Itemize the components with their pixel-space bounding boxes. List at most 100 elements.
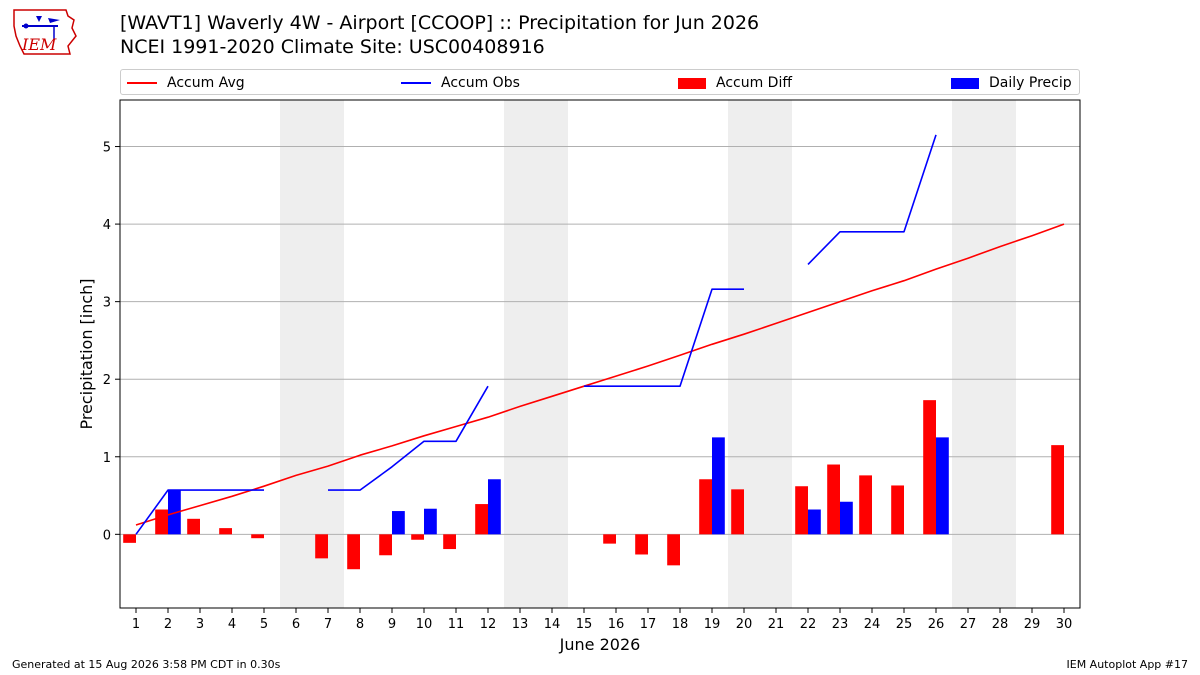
- legend-label-accum-diff: Accum Diff: [716, 75, 793, 91]
- bar-accum-diff-5: [251, 534, 264, 539]
- chart-title: [WAVT1] Waverly 4W - Airport [CCOOP] :: …: [120, 12, 760, 34]
- iem-logo: IEM: [13, 9, 77, 55]
- x-tick-label-18: 18: [672, 617, 689, 632]
- bar-accum-diff-26: [923, 400, 936, 535]
- legend-item-accum-avg: Accum Avg: [127, 73, 245, 93]
- legend: Accum Avg Accum Obs Accum Diff Daily Pre…: [120, 69, 1080, 95]
- x-tick-label-28: 28: [992, 617, 1009, 632]
- plot-frame: [119, 99, 1081, 609]
- x-tick-label-13: 13: [512, 617, 529, 632]
- bar-accum-diff-3: [187, 518, 200, 535]
- weekend-band-28: [984, 100, 1016, 608]
- x-axis-label: June 2026: [559, 635, 641, 654]
- series-lines: [135, 134, 1065, 535]
- bar-daily-precip-22: [808, 509, 821, 535]
- legend-item-daily-precip: Daily Precip: [951, 73, 1072, 93]
- footer-app: IEM Autoplot App #17: [1066, 658, 1189, 671]
- weekend-shading: [280, 100, 1016, 608]
- x-tick-label-29: 29: [1024, 617, 1041, 632]
- line-accum-obs-segment-1: [135, 489, 264, 535]
- x-tick-label-3: 3: [196, 617, 204, 632]
- weekend-band-27: [952, 100, 984, 608]
- legend-label-accum-avg: Accum Avg: [167, 75, 245, 91]
- x-tick-label-8: 8: [356, 617, 364, 632]
- weekend-band-7: [312, 100, 344, 608]
- bar-daily-precip-12: [488, 479, 501, 535]
- x-tick-label-27: 27: [960, 617, 977, 632]
- x-tick-label-26: 26: [928, 617, 945, 632]
- chart-subtitle: NCEI 1991-2020 Climate Site: USC00408916: [120, 36, 545, 58]
- bar-accum-diff-16: [603, 534, 616, 544]
- line-accum-obs-segment-3: [584, 288, 744, 388]
- bar-daily-precip-10: [424, 508, 437, 535]
- bar-accum-diff-24: [859, 475, 872, 535]
- footer-generated: Generated at 15 Aug 2026 3:58 PM CDT in …: [12, 658, 281, 671]
- x-tick-label-2: 2: [164, 617, 172, 632]
- x-tick-label-7: 7: [324, 617, 332, 632]
- bar-accum-diff-20: [731, 489, 744, 535]
- legend-label-accum-obs: Accum Obs: [441, 75, 520, 91]
- bar-daily-precip-19: [712, 437, 725, 535]
- y-tick-label-2: 2: [103, 373, 111, 388]
- bar-accum-diff-18: [667, 534, 680, 566]
- x-tick-label-23: 23: [832, 617, 849, 632]
- x-tick-label-21: 21: [768, 617, 785, 632]
- x-tick-label-10: 10: [416, 617, 433, 632]
- x-tick-label-19: 19: [704, 617, 721, 632]
- x-tick-label-6: 6: [292, 617, 300, 632]
- bar-daily-precip-9: [392, 511, 405, 535]
- legend-label-daily-precip: Daily Precip: [989, 75, 1072, 91]
- x-tick-label-4: 4: [228, 617, 236, 632]
- bar-accum-diff-9: [379, 534, 392, 556]
- weekend-band-21: [760, 100, 792, 608]
- legend-item-accum-diff: Accum Diff: [678, 73, 792, 93]
- weekend-band-13: [504, 100, 536, 608]
- x-tick-label-9: 9: [388, 617, 396, 632]
- legend-item-accum-obs: Accum Obs: [401, 73, 520, 93]
- y-axis-label: Precipitation [inch]: [77, 278, 96, 429]
- y-tick-label-4: 4: [103, 218, 111, 233]
- x-tick-label-15: 15: [576, 617, 593, 632]
- weekend-band-6: [280, 100, 312, 608]
- x-tick-label-24: 24: [864, 617, 881, 632]
- bar-accum-diff-4: [219, 528, 232, 535]
- x-tick-label-16: 16: [608, 617, 625, 632]
- bar-accum-diff-7: [315, 534, 328, 559]
- y-tick-label-0: 0: [103, 528, 111, 543]
- bar-accum-diff-11: [443, 534, 456, 550]
- bar-accum-diff-19: [699, 479, 712, 535]
- bar-accum-diff-1: [123, 534, 136, 543]
- bar-accum-diff-17: [635, 534, 648, 555]
- logo-text: IEM: [21, 35, 57, 54]
- x-tick-label-25: 25: [896, 617, 913, 632]
- gridlines: [120, 146, 1080, 535]
- bars: [123, 400, 1064, 570]
- bar-accum-diff-22: [795, 486, 808, 535]
- y-tick-label-1: 1: [103, 451, 111, 466]
- bar-daily-precip-23: [840, 501, 853, 535]
- legend-swatch-accum-obs: [401, 82, 431, 84]
- x-tick-label-12: 12: [480, 617, 497, 632]
- y-tick-label-5: 5: [103, 141, 111, 156]
- line-accum-obs-segment-2: [328, 385, 489, 491]
- legend-swatch-accum-avg: [127, 82, 157, 84]
- weekend-band-14: [536, 100, 568, 608]
- x-tick-label-14: 14: [544, 617, 561, 632]
- bar-accum-diff-10: [411, 534, 424, 540]
- legend-swatch-accum-diff: [678, 77, 706, 89]
- legend-swatch-daily-precip: [951, 77, 979, 89]
- bar-accum-diff-30: [1051, 445, 1064, 535]
- bar-accum-diff-8: [347, 534, 360, 570]
- x-tick-label-20: 20: [736, 617, 753, 632]
- line-accum-obs-segment-4: [807, 134, 937, 265]
- bar-accum-diff-12: [475, 504, 488, 535]
- x-tick-label-11: 11: [448, 617, 465, 632]
- x-tick-label-22: 22: [800, 617, 817, 632]
- x-tick-label-30: 30: [1056, 617, 1073, 632]
- bar-accum-diff-23: [827, 464, 840, 535]
- y-tick-label-3: 3: [103, 296, 111, 311]
- line-accum-avg-segment-1: [135, 223, 1065, 526]
- x-tick-label-17: 17: [640, 617, 657, 632]
